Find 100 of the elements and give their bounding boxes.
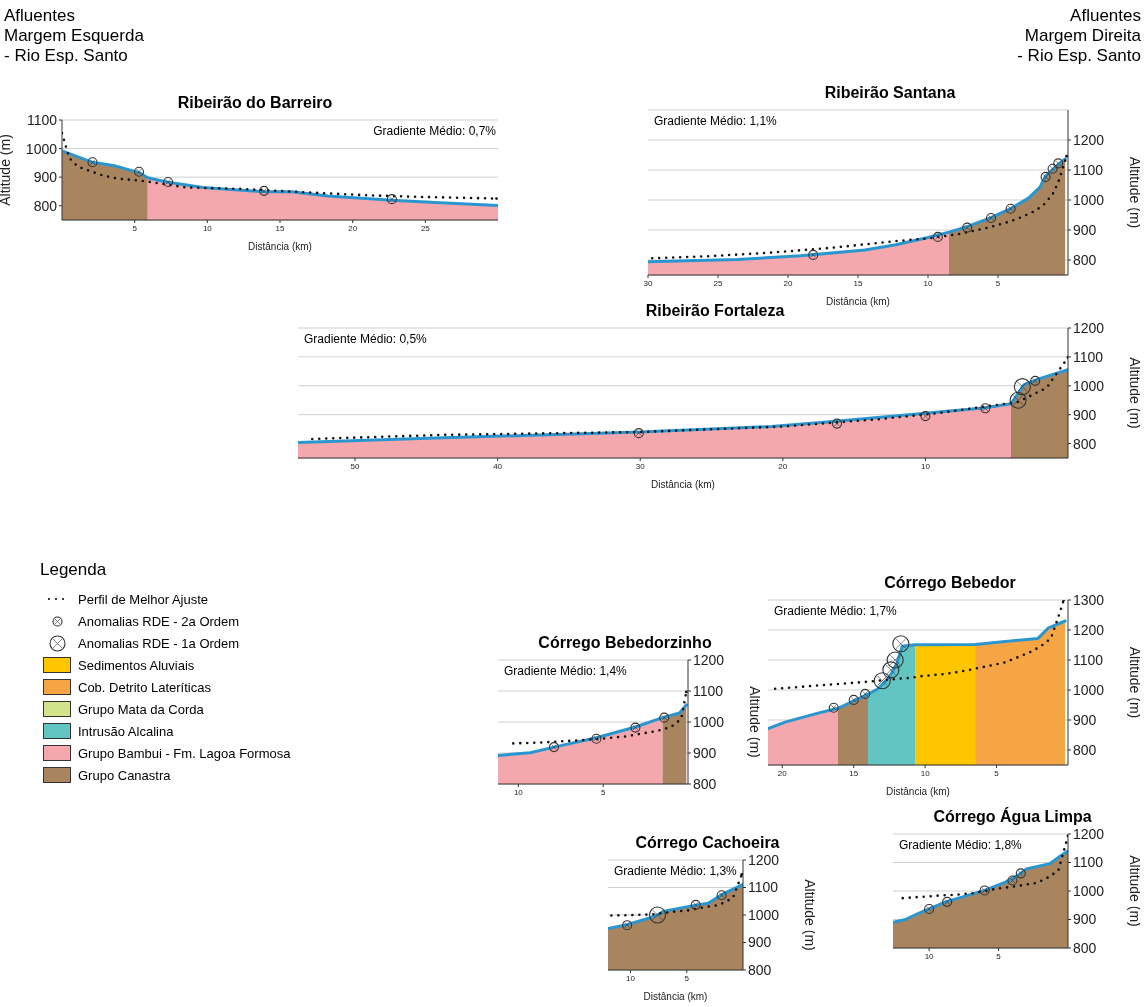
point — [1013, 378, 1031, 396]
y-tick-label: 1100 — [693, 682, 724, 699]
x-axis-title: Distância (km) — [826, 296, 890, 307]
point — [932, 231, 943, 242]
annotation: Gradiente Médio: 0,5% — [304, 332, 427, 346]
x-tick-label: 15 — [275, 223, 285, 233]
y-tick-label: 800 — [1073, 435, 1097, 452]
y-axis-title: Altitude (m) — [1127, 855, 1144, 927]
annotation: Gradiente Médio: 1,4% — [504, 664, 627, 678]
x-tick-label: 5 — [995, 278, 1001, 288]
text: Afluentes Margem Esquerda - Rio Esp. Santo — [4, 6, 144, 66]
y-tick-label: 900 — [1073, 711, 1097, 728]
x-tick-label: 20 — [777, 768, 788, 778]
category-label: Grupo Canastra — [78, 767, 171, 783]
y-tick-label: 1200 — [1073, 319, 1105, 336]
y-axis-title: Altitude (m) — [1127, 156, 1144, 229]
y-tick-label: 1200 — [1073, 131, 1105, 148]
point — [831, 418, 843, 429]
y-tick-label: 1000 — [1073, 377, 1105, 394]
y-axis-title: Altitude (m) — [0, 134, 13, 206]
x-tick-label: 15 — [853, 278, 863, 288]
x-tick-label: 25 — [713, 278, 723, 288]
y-tick-label: 1100 — [1073, 161, 1104, 178]
text: Afluentes Margem Direita - Rio Esp. Santo — [1017, 6, 1141, 66]
point — [873, 672, 891, 690]
y-axis-title: Altitude (m) — [747, 686, 764, 758]
point — [892, 635, 910, 653]
y-tick-label: 800 — [748, 961, 772, 978]
chart-title: Ribeirão Santana — [823, 83, 957, 103]
y-tick-label: 900 — [748, 934, 772, 951]
y-tick-label: 1100 — [26, 111, 58, 128]
x-tick-label: 5 — [996, 951, 1002, 961]
category-label: Intrusão Alcalina — [78, 723, 174, 739]
x-axis-title: Distância (km) — [248, 241, 312, 252]
annotation: Gradiente Médio: 0,7% — [373, 124, 496, 138]
category-label: Perfil de Melhor Ajuste — [78, 591, 209, 607]
y-tick-label: 1100 — [1073, 854, 1104, 871]
chart-title: Ribeirão do Barreiro — [177, 94, 333, 111]
y-tick-label: 1100 — [748, 879, 779, 896]
point — [1053, 158, 1064, 169]
y-tick-label: 1200 — [693, 651, 725, 668]
x-tick-label: 20 — [348, 223, 358, 233]
category-label: Sedimentos Aluviais — [78, 657, 195, 673]
y-axis-title: Altitude (m) — [802, 879, 819, 951]
y-tick-label: 900 — [33, 169, 58, 186]
annotation: Gradiente Médio: 1,8% — [899, 838, 1022, 852]
y-tick-label: 1000 — [748, 906, 780, 923]
x-tick-label: 15 — [849, 768, 859, 778]
y-tick-label: 1100 — [1073, 651, 1104, 668]
x-tick-label: 10 — [923, 278, 933, 288]
y-tick-label: 800 — [1073, 939, 1097, 956]
y-tick-label: 800 — [693, 775, 717, 792]
category-label: Grupo Bambui - Fm. Lagoa Formosa — [78, 745, 291, 761]
y-tick-label: 900 — [693, 744, 717, 761]
x-tick-label: 5 — [600, 787, 606, 797]
point — [882, 661, 900, 679]
point — [1030, 375, 1041, 386]
point — [1009, 391, 1027, 409]
y-tick-label: 900 — [1073, 406, 1097, 423]
point — [1007, 875, 1018, 886]
x-tick-label: 50 — [350, 461, 361, 471]
point — [659, 712, 670, 723]
point — [860, 688, 871, 699]
y-axis-title: Altitude (m) — [1127, 646, 1144, 719]
point — [828, 702, 839, 713]
line-series — [773, 600, 1066, 691]
annotation: Gradiente Médio: 1,1% — [654, 114, 777, 128]
y-tick-label: 800 — [33, 197, 58, 214]
y-tick-label: 800 — [1073, 741, 1097, 758]
x-tick-label: 10 — [202, 223, 213, 233]
chart-title: Ribeirão Fortaleza — [645, 302, 785, 319]
y-tick-label: 900 — [1073, 221, 1097, 238]
x-tick-label: 25 — [420, 223, 431, 233]
y-tick-label: 1000 — [693, 713, 725, 730]
y-tick-label: 1200 — [1073, 825, 1105, 842]
x-axis-title: Distância (km) — [651, 479, 715, 490]
x-axis-title: Distância (km) — [643, 991, 708, 1002]
text: Legenda — [40, 560, 108, 580]
annotation: Gradiente Médio: 1,3% — [614, 864, 737, 878]
x-tick-label: 20 — [783, 278, 793, 288]
y-tick-label: 1000 — [1073, 681, 1105, 698]
y-tick-label: 1000 — [25, 140, 58, 157]
y-tick-label: 800 — [1073, 251, 1097, 268]
x-tick-label: 30 — [643, 278, 653, 288]
point — [848, 694, 859, 705]
point — [808, 249, 819, 260]
category-label: Anomalias RDE - 2a Ordem — [78, 613, 240, 629]
point — [920, 411, 931, 422]
y-tick-label: 1100 — [1073, 348, 1104, 365]
y-tick-label: 1300 — [1073, 591, 1105, 608]
y-tick-label: 1200 — [1073, 621, 1105, 638]
category-label: Anomalias RDE - 1a Ordem — [78, 635, 240, 651]
x-tick-label: 10 — [924, 951, 935, 961]
x-axis-title: Distância (km) — [886, 786, 950, 797]
chart-title: Córrego Água Limpa — [933, 808, 1092, 825]
point — [886, 651, 904, 669]
x-tick-label: 10 — [626, 973, 636, 983]
x-tick-label: 20 — [778, 461, 788, 471]
x-tick-label: 10 — [920, 768, 931, 778]
x-tick-label: 10 — [513, 787, 524, 797]
